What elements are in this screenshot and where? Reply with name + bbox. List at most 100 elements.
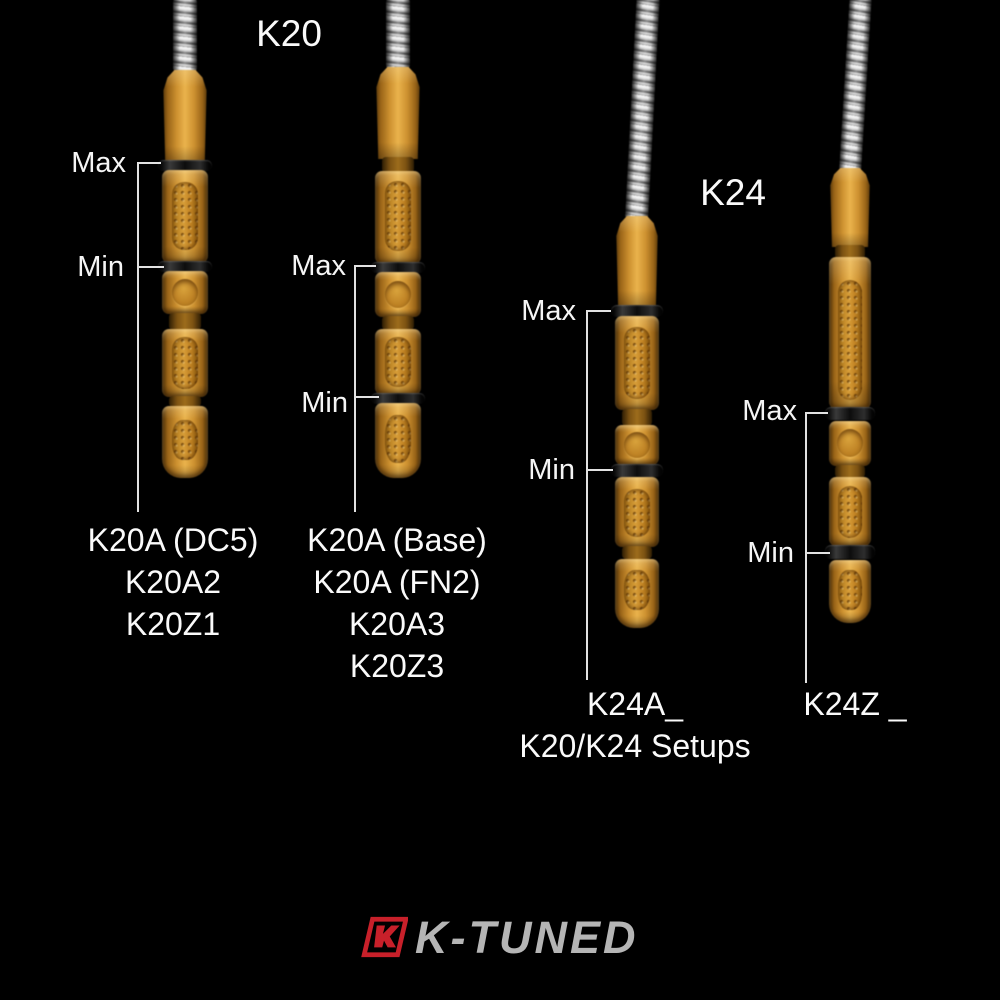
caption-k24a: K24A_ K20/K24 Setups [485,683,785,767]
k20-group-title: K20 [256,13,322,54]
dimple-panel [838,280,862,400]
dimple-panel [172,337,198,389]
dipstick-body-section [375,272,421,317]
dipstick-oring-min [371,393,425,404]
dipstick-cable [386,0,410,69]
min-label: Min [301,387,348,419]
min-label: Min [747,537,794,569]
min-callout-line [586,469,613,471]
caption-k20a-dc5: K20A (DC5) K20A2 K20Z1 [43,519,303,645]
ktuned-wordmark: K-TUNED [415,911,639,963]
dimple-panel [624,489,650,537]
ktuned-emblem-icon [361,916,408,958]
callout-vertical-line [805,412,807,683]
dipstick-body-section [615,477,659,547]
caption-line: K20A3 [348,606,446,642]
dipstick-body-section [375,171,421,264]
max-callout-line [137,162,161,164]
dipstick-body-section [615,425,659,465]
caption-line: K20A (FN2) [313,564,481,600]
dipstick-groove [169,396,201,407]
dipstick-groove [835,465,865,478]
oval-dimple [837,429,863,457]
caption-line: K24Z _ [803,686,907,722]
caption-line: K20A (DC5) [87,522,259,558]
min-label: Min [528,454,575,486]
min-callout-line [354,396,379,398]
callout-vertical-line [354,265,356,512]
min-callout-line [137,266,164,268]
max-label: Max [291,250,346,282]
dipstick-groove [169,313,201,330]
dimple-panel [838,486,862,538]
dipstick-tip [163,70,207,163]
caption-line: K20A (Base) [307,522,487,558]
dipstick-body-section [162,406,208,478]
callout-vertical-line [137,162,139,512]
k24-group-title: K24 [700,172,766,213]
dipstick-oring-max [611,305,663,317]
oval-dimple [624,432,650,458]
dipstick-oring-min [825,545,875,559]
dipstick-oring-max [371,262,425,273]
dipstick-oring-min [158,261,212,272]
dimple-panel [172,420,198,460]
oval-dimple [385,281,411,308]
dipstick-groove [622,546,652,559]
callout-vertical-line [586,310,588,680]
dipstick-tip [376,67,420,159]
min-callout-line [805,552,830,554]
dipstick-cable [173,0,197,72]
dipstick-k20a-base [371,0,425,478]
dipstick-groove [382,157,414,173]
max-label: Max [521,295,576,327]
dipstick-oring-max [825,407,875,420]
max-callout-line [354,265,376,267]
caption-line: K20/K24 Setups [519,728,751,764]
dimple-panel [624,327,650,399]
dimple-panel [385,337,411,387]
dipstick-k24a [611,0,663,628]
dipstick-tip [616,216,658,307]
dimple-panel [385,181,411,251]
max-callout-line [805,412,828,414]
min-label: Min [77,251,124,283]
max-label: Max [71,147,126,179]
dipstick-groove [835,245,865,259]
dipstick-body-section [615,316,659,410]
dipstick-body-section [829,421,871,466]
dipstick-oring-max [158,160,212,171]
dipstick-cable [625,0,660,221]
dipstick-body-section [615,559,659,628]
caption-line: K20A2 [124,564,222,600]
oval-dimple [172,279,198,306]
caption-k20a-base: K20A (Base) K20A (FN2) K20A3 K20Z3 [267,519,527,687]
dipstick-body-section [162,170,208,263]
dipstick-body-section [162,329,208,397]
dipstick-groove [382,316,414,330]
ktuned-logo: K-TUNED [360,914,638,960]
dimple-panel [624,570,650,610]
dipstick-k20a-dc5 [158,0,212,478]
dimple-panel [838,570,862,610]
dipstick-tip [830,168,870,247]
dimple-panel [385,415,411,463]
dipstick-body-section [829,560,871,623]
dimple-panel [172,182,198,250]
dipstick-cable [839,0,872,173]
caption-line: K24A_ [586,686,684,722]
caption-line: K20Z3 [349,648,445,684]
dipstick-groove [622,409,652,426]
caption-k24z: K24Z _ [725,683,985,725]
max-label: Max [742,395,797,427]
max-callout-line [586,310,611,312]
dipstick-body-section [829,477,871,546]
dipstick-k24z [825,0,875,623]
dipstick-body-section [375,403,421,478]
dipstick-oring-min [611,464,663,477]
dipstick-body-section [375,329,421,395]
caption-line: K20Z1 [125,606,221,642]
dipstick-body-section [829,257,871,409]
dipstick-body-section [162,271,208,314]
